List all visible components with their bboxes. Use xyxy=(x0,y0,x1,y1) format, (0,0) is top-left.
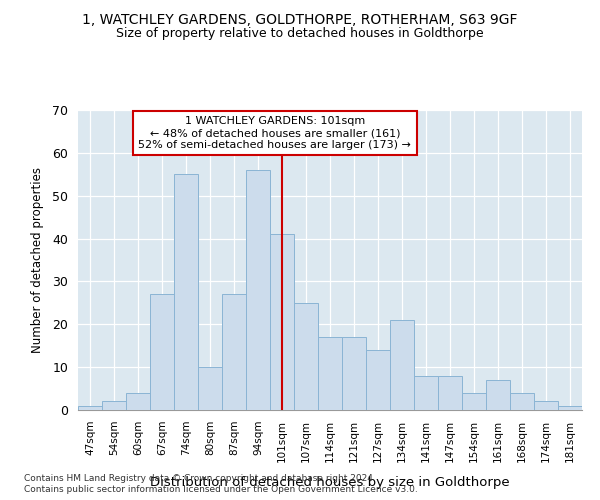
Text: 1 WATCHLEY GARDENS: 101sqm
← 48% of detached houses are smaller (161)
52% of sem: 1 WATCHLEY GARDENS: 101sqm ← 48% of deta… xyxy=(139,116,411,150)
X-axis label: Distribution of detached houses by size in Goldthorpe: Distribution of detached houses by size … xyxy=(150,476,510,488)
Bar xyxy=(366,350,390,410)
Bar xyxy=(510,393,534,410)
Bar xyxy=(222,294,246,410)
Bar xyxy=(558,406,582,410)
Text: Contains HM Land Registry data © Crown copyright and database right 2024.: Contains HM Land Registry data © Crown c… xyxy=(24,474,376,483)
Text: Size of property relative to detached houses in Goldthorpe: Size of property relative to detached ho… xyxy=(116,28,484,40)
Y-axis label: Number of detached properties: Number of detached properties xyxy=(31,167,44,353)
Bar xyxy=(198,367,222,410)
Text: Contains public sector information licensed under the Open Government Licence v3: Contains public sector information licen… xyxy=(24,485,418,494)
Bar xyxy=(126,393,150,410)
Bar xyxy=(486,380,510,410)
Bar xyxy=(174,174,198,410)
Bar xyxy=(390,320,414,410)
Bar xyxy=(102,402,126,410)
Bar xyxy=(150,294,174,410)
Bar xyxy=(318,337,342,410)
Bar xyxy=(78,406,102,410)
Text: 1, WATCHLEY GARDENS, GOLDTHORPE, ROTHERHAM, S63 9GF: 1, WATCHLEY GARDENS, GOLDTHORPE, ROTHERH… xyxy=(82,12,518,26)
Bar xyxy=(246,170,270,410)
Bar xyxy=(294,303,318,410)
Bar xyxy=(438,376,462,410)
Bar xyxy=(270,234,294,410)
Bar xyxy=(534,402,558,410)
Bar xyxy=(414,376,438,410)
Bar xyxy=(342,337,366,410)
Bar xyxy=(462,393,486,410)
